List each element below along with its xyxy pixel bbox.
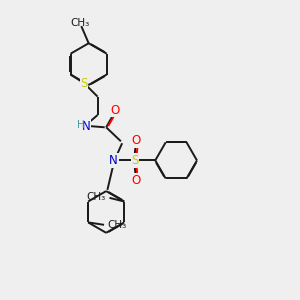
Text: S: S [131, 154, 139, 167]
Text: S: S [80, 76, 88, 90]
Text: CH₃: CH₃ [70, 18, 90, 28]
Text: O: O [111, 103, 120, 117]
Text: N: N [109, 154, 118, 167]
Text: N: N [82, 120, 90, 133]
Text: CH₃: CH₃ [87, 192, 106, 202]
Text: O: O [131, 174, 141, 187]
Text: O: O [131, 134, 141, 147]
Text: CH₃: CH₃ [108, 220, 127, 230]
Text: H: H [77, 120, 85, 130]
